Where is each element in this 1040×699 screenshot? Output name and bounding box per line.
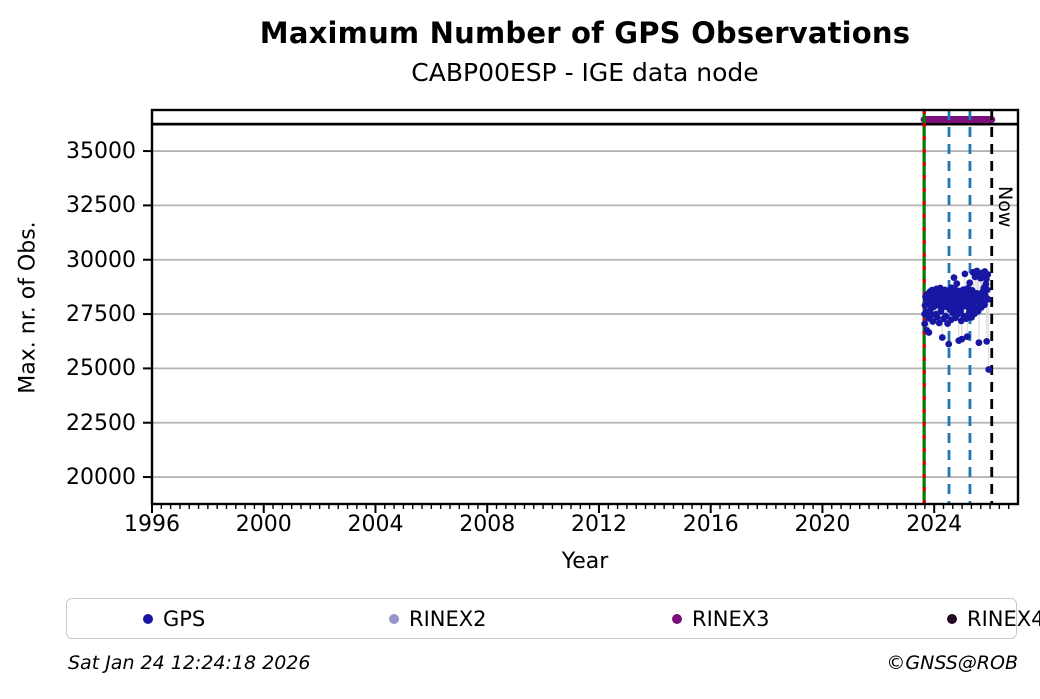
legend-item-rinex4: RINEX4 [947,599,1040,638]
now-annotation: Now [993,186,1016,228]
legend-item-gps: GPS [143,599,205,638]
rinex4-marker-icon [947,613,957,624]
legend-item-rinex2: RINEX2 [389,599,487,638]
x-tick-label: 2012 [570,512,627,537]
legend-label-rinex3: RINEX3 [692,606,770,631]
legend-label-rinex2: RINEX2 [409,606,487,631]
rinex2-marker-icon [389,613,399,624]
y-tick-label: 22500 [66,410,136,436]
x-tick-label: 2020 [794,512,851,537]
gps-marker-icon [143,613,153,624]
rinex3-marker-icon [672,613,682,624]
legend-box: GPS RINEX2 RINEX3 RINEX4 [66,598,1040,639]
generation-timestamp: Sat Jan 24 12:24:18 2026 [68,652,311,674]
x-axis-label: Year [561,549,609,574]
chart-title: Maximum Number of GPS Observations [259,16,911,50]
legend-item-rinex3: RINEX3 [672,599,770,638]
y-tick-label: 25000 [66,356,136,382]
x-tick-label: 2016 [682,512,739,537]
legend-label-rinex4: RINEX4 [967,606,1040,631]
x-tick-label: 1996 [124,512,180,537]
chart-subtitle: CABP00ESP - IGE data node [411,58,759,87]
copyright-credit: ©GNSS@ROB [886,652,1018,674]
y-tick-label: 27500 [66,302,136,328]
y-tick-label: 32500 [66,193,136,219]
x-tick-label: 2004 [347,512,404,537]
legend-label-gps: GPS [163,606,206,631]
y-tick-label: 20000 [66,465,136,491]
y-tick-label: 30000 [66,247,136,273]
x-tick-label: 2000 [235,512,292,537]
x-tick-label: 2024 [906,512,963,537]
x-tick-label: 2008 [459,512,516,537]
y-tick-label: 35000 [66,139,136,165]
